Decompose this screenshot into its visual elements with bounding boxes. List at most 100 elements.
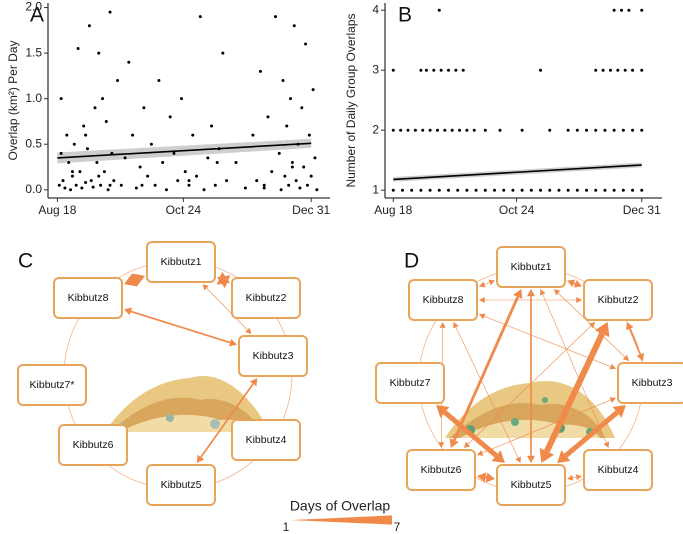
x-tick-label: Dec 31: [292, 203, 330, 217]
trend-line: [393, 164, 642, 181]
landscape-d: [445, 380, 615, 438]
point: [172, 151, 176, 155]
point: [183, 170, 187, 174]
point: [290, 165, 294, 169]
point: [106, 188, 110, 192]
arrow-head: [553, 289, 561, 296]
point: [255, 179, 259, 183]
node-label: Kibbutz5: [511, 479, 552, 491]
point: [461, 68, 465, 72]
point: [225, 179, 229, 183]
point: [410, 188, 414, 192]
arrow-head: [436, 405, 450, 418]
point: [391, 128, 395, 132]
edge: [200, 383, 254, 458]
point: [424, 68, 428, 72]
point: [292, 24, 296, 28]
point: [234, 160, 238, 164]
edge: [628, 328, 642, 355]
point: [95, 160, 99, 164]
edge: [482, 399, 611, 454]
edge: [542, 294, 607, 443]
point: [195, 174, 199, 178]
node-label: Kibbutz6: [421, 464, 462, 476]
y-tick-label: 2: [372, 122, 379, 136]
y-tick-label: 1.5: [25, 45, 42, 59]
point: [213, 183, 217, 187]
point: [283, 174, 287, 178]
point: [612, 128, 616, 132]
point: [270, 170, 274, 174]
node-label: Kibbutz2: [598, 294, 639, 306]
panel-label: B: [398, 4, 412, 27]
point: [446, 68, 450, 72]
point: [428, 188, 432, 192]
point: [474, 188, 478, 192]
x-tick-label: Aug 18: [374, 203, 412, 217]
edge: [572, 476, 577, 479]
arrow-head: [477, 450, 484, 456]
point: [108, 10, 112, 14]
point: [101, 97, 105, 101]
arrow-head: [513, 289, 523, 299]
legend-title: Days of Overlap: [290, 498, 391, 514]
node-label: Kibbutz3: [632, 377, 673, 389]
node-label: Kibbutz3: [253, 350, 294, 362]
point: [65, 133, 69, 137]
point: [279, 188, 283, 192]
point: [63, 186, 67, 190]
point: [93, 106, 97, 110]
point: [67, 160, 71, 164]
arrow-head: [463, 441, 471, 448]
node-label: Kibbutz1: [161, 256, 202, 268]
point: [300, 106, 304, 110]
node-box: [375, 362, 445, 404]
point: [59, 97, 63, 101]
node-box: [583, 279, 653, 321]
point: [601, 68, 605, 72]
point: [168, 115, 172, 119]
legend-wedge: [292, 515, 392, 525]
point: [210, 124, 214, 128]
edge: [544, 332, 605, 453]
point: [78, 170, 82, 174]
shrub: [166, 414, 174, 422]
point: [198, 15, 202, 19]
node-box: [496, 464, 566, 506]
shrub: [511, 418, 519, 426]
point: [97, 174, 101, 178]
point: [311, 88, 315, 92]
point: [621, 128, 625, 132]
point: [123, 156, 127, 160]
y-tick-label: 4: [372, 2, 379, 16]
node-box: [58, 424, 128, 466]
point: [176, 179, 180, 183]
arrow-head: [515, 456, 521, 463]
arrow-head: [526, 289, 536, 297]
point: [290, 160, 294, 164]
point: [179, 97, 183, 101]
point: [206, 156, 210, 160]
point: [406, 128, 410, 132]
arrow-head: [622, 354, 630, 361]
point: [76, 47, 80, 51]
point: [443, 128, 447, 132]
arrow-head: [449, 438, 459, 448]
arrow-head: [491, 450, 505, 463]
point: [187, 179, 191, 183]
point: [294, 179, 298, 183]
arrow-head: [439, 322, 446, 328]
x-tick-label: Aug 18: [38, 203, 76, 217]
point: [89, 179, 93, 183]
edge: [443, 410, 498, 458]
point: [627, 8, 631, 12]
point: [138, 165, 142, 169]
point: [631, 128, 635, 132]
arrow-head: [124, 273, 138, 287]
x-tick-label: Oct 24: [499, 203, 535, 217]
y-tick-label: 0.0: [25, 182, 42, 196]
point: [307, 133, 311, 137]
point: [221, 51, 225, 55]
node-label: Kibbutz1: [511, 261, 552, 273]
point: [251, 133, 255, 137]
